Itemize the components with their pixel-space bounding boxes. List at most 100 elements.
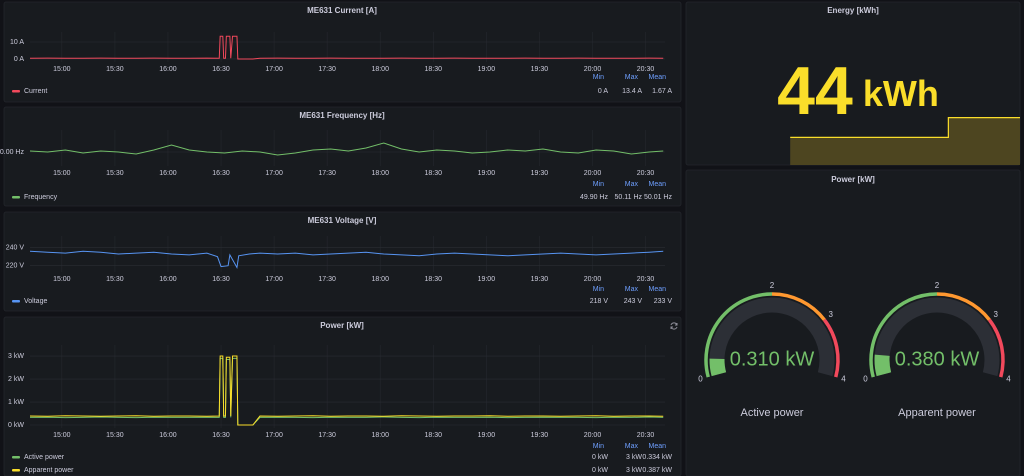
legend-column-header: Max (625, 443, 639, 450)
y-tick-label: 0 kW (8, 422, 24, 429)
refresh-icon[interactable] (670, 322, 678, 330)
x-tick-label: 20:00 (584, 432, 602, 439)
legend-stat: 3 kW (626, 467, 642, 474)
x-tick-label: 16:00 (159, 276, 177, 283)
x-tick-label: 16:30 (212, 170, 230, 177)
x-tick-label: 15:00 (53, 66, 71, 73)
threshold-arc (704, 292, 773, 378)
legend-column-header: Min (593, 181, 604, 188)
gauge-track (709, 297, 835, 377)
panel-title: ME631 Frequency [Hz] (299, 111, 385, 120)
panel (685, 169, 1021, 476)
legend-swatch (12, 300, 20, 303)
series-line (29, 35, 664, 60)
panel (3, 106, 682, 207)
threshold-arc (771, 292, 826, 321)
x-tick-label: 19:30 (531, 276, 549, 283)
threshold-arc (936, 292, 991, 321)
x-tick-label: 16:00 (159, 66, 177, 73)
x-tick-label: 17:00 (265, 170, 283, 177)
x-tick-label: 17:30 (318, 170, 336, 177)
panel-title: Power [kW] (831, 175, 875, 184)
gauge-tick-label: 4 (841, 374, 846, 383)
y-tick-label: 240 V (6, 245, 25, 252)
refresh-arrow (670, 323, 678, 329)
legend-stat: 0 A (598, 88, 608, 95)
x-tick-label: 19:30 (531, 432, 549, 439)
gauge-tick-label: 3 (993, 310, 998, 319)
legend-stat: 218 V (590, 298, 609, 305)
panel (3, 316, 682, 476)
gauge-value-arc (709, 358, 727, 377)
legend-column-header: Mean (648, 181, 666, 188)
x-tick-label: 18:30 (425, 170, 443, 177)
x-tick-label: 15:30 (106, 432, 124, 439)
x-tick-label: 19:30 (531, 170, 549, 177)
legend-stat: 233 V (654, 298, 673, 305)
legend-column-header: Max (625, 181, 639, 188)
x-tick-label: 15:00 (53, 432, 71, 439)
x-tick-label: 15:30 (106, 66, 124, 73)
legend-stat: 13.4 A (622, 88, 642, 95)
legend-swatch (12, 90, 20, 93)
gauge-tick-label: 2 (935, 281, 940, 290)
x-tick-label: 20:00 (584, 66, 602, 73)
legend-swatch (12, 456, 20, 459)
legend-name: Apparent power (24, 467, 74, 474)
gauge-tick-label: 0 (863, 374, 868, 383)
x-tick-label: 20:00 (584, 170, 602, 177)
gauge-track (874, 297, 1000, 377)
stat-number: 44 (777, 53, 853, 129)
x-tick-label: 20:30 (637, 66, 655, 73)
gauge-value: 0.380 kW (895, 348, 980, 370)
gauge-tick-label: 2 (770, 281, 775, 290)
panel (3, 1, 682, 103)
gauge-name: Active power (741, 407, 804, 419)
legend-stat: 0 kW (592, 467, 608, 474)
legend-name: Voltage (24, 298, 47, 305)
x-tick-label: 16:30 (212, 66, 230, 73)
legend-column-header: Min (593, 74, 604, 81)
series-line (29, 355, 664, 426)
y-tick-label: 2 kW (8, 376, 24, 383)
y-tick-label: 50.00 Hz (0, 149, 24, 156)
x-tick-label: 16:00 (159, 432, 177, 439)
legend-stat: 243 V (624, 298, 643, 305)
legend-stat: 0.387 kW (642, 467, 672, 474)
x-tick-label: 20:30 (637, 432, 655, 439)
gauge-name: Apparent power (898, 407, 976, 419)
x-tick-label: 19:00 (478, 170, 496, 177)
legend-stat: 0.334 kW (642, 454, 672, 461)
x-tick-label: 18:30 (425, 276, 443, 283)
x-tick-label: 18:00 (371, 170, 389, 177)
y-tick-label: 10 A (10, 39, 24, 46)
x-tick-label: 19:00 (478, 276, 496, 283)
x-tick-label: 19:30 (531, 66, 549, 73)
y-tick-label: 220 V (6, 263, 25, 270)
y-tick-label: 0 A (14, 56, 24, 63)
x-tick-label: 17:30 (318, 66, 336, 73)
x-tick-label: 20:30 (637, 170, 655, 177)
legend-stat: 0 kW (592, 454, 608, 461)
x-tick-label: 17:30 (318, 276, 336, 283)
x-tick-label: 17:30 (318, 432, 336, 439)
gauge-tick-label: 0 (698, 374, 703, 383)
x-tick-label: 17:00 (265, 276, 283, 283)
x-tick-label: 15:00 (53, 276, 71, 283)
y-tick-label: 1 kW (8, 399, 24, 406)
x-tick-label: 15:30 (106, 170, 124, 177)
sparkline-area (790, 117, 1020, 165)
x-tick-label: 20:30 (637, 276, 655, 283)
legend-column-header: Mean (648, 74, 666, 81)
x-tick-label: 18:30 (425, 66, 443, 73)
legend-name: Active power (24, 454, 65, 461)
gauge-value-arc (874, 354, 892, 377)
legend-stat: 49.90 Hz (580, 194, 609, 201)
x-tick-label: 15:00 (53, 170, 71, 177)
x-tick-label: 19:00 (478, 66, 496, 73)
legend-column-header: Max (625, 286, 639, 293)
gauge-tick-label: 3 (828, 310, 833, 319)
panel-title: Power [kW] (320, 321, 364, 330)
